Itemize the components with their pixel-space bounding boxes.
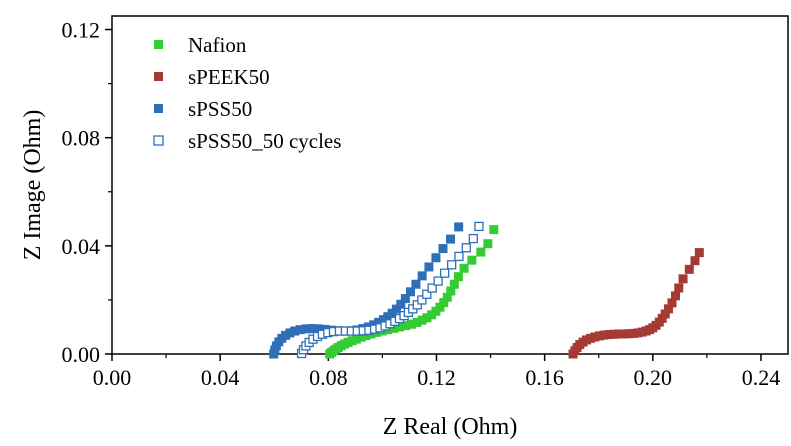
legend-marker xyxy=(154,72,163,81)
data-point xyxy=(619,329,629,339)
y-tick-label: 0.04 xyxy=(62,234,101,259)
data-point xyxy=(290,326,300,336)
data-point xyxy=(424,262,434,272)
data-point xyxy=(449,279,459,289)
data-point xyxy=(422,289,432,299)
data-point xyxy=(356,332,366,342)
data-point xyxy=(412,317,422,327)
data-point xyxy=(422,313,432,323)
data-point xyxy=(684,264,694,274)
y-tick-label: 0.08 xyxy=(62,126,101,151)
data-point xyxy=(660,309,670,319)
data-point xyxy=(431,253,441,263)
data-point xyxy=(301,324,311,334)
series-spss50-50-cycles xyxy=(296,221,484,359)
data-point xyxy=(609,329,619,339)
data-point xyxy=(295,325,305,335)
data-point xyxy=(476,247,486,257)
data-point xyxy=(468,233,478,244)
data-point xyxy=(623,329,633,339)
data-point xyxy=(401,321,411,331)
data-point xyxy=(400,294,410,304)
legend-label: Nafion xyxy=(188,33,247,57)
x-tick-label: 0.24 xyxy=(742,365,781,390)
data-point xyxy=(667,298,677,308)
series-speek50 xyxy=(568,248,704,359)
data-point xyxy=(439,298,449,308)
data-point xyxy=(483,239,493,249)
data-point xyxy=(439,268,450,278)
data-point xyxy=(411,279,421,289)
data-point xyxy=(604,330,614,340)
x-tick-label: 0.08 xyxy=(309,365,348,390)
y-tick-label: 0.12 xyxy=(62,18,101,43)
data-point xyxy=(361,331,371,341)
data-point xyxy=(628,328,638,338)
data-point xyxy=(442,292,452,302)
data-point xyxy=(417,315,427,325)
data-point xyxy=(474,221,484,232)
data-point xyxy=(678,274,688,284)
data-point xyxy=(417,271,427,281)
data-point xyxy=(314,324,324,334)
data-point xyxy=(446,234,456,244)
data-point xyxy=(595,331,605,341)
legend: Nafion sPEEK50 sPSS50 sPSS50_50 cycles xyxy=(153,33,341,153)
data-point xyxy=(489,225,499,235)
data-point xyxy=(407,319,417,329)
legend-marker xyxy=(154,40,163,49)
data-point xyxy=(599,330,609,340)
x-axis-title: Z Real (Ohm) xyxy=(383,414,518,440)
legend-marker xyxy=(154,104,163,113)
data-point xyxy=(395,322,405,332)
data-point xyxy=(461,243,471,253)
data-point xyxy=(417,295,427,305)
legend-label: sPSS50_50 cycles xyxy=(188,129,341,153)
data-point xyxy=(690,256,700,266)
data-point xyxy=(433,276,443,286)
x-tick-label: 0.20 xyxy=(634,365,673,390)
data-point xyxy=(454,222,464,232)
data-point xyxy=(406,287,416,297)
data-point xyxy=(459,263,469,273)
data-point xyxy=(446,286,456,296)
data-point xyxy=(614,329,624,339)
data-point xyxy=(391,304,401,314)
plot-frame xyxy=(111,15,789,355)
x-tick-label: 0.16 xyxy=(525,365,564,390)
data-point xyxy=(307,324,317,334)
x-axis: 0.00 0.04 0.08 0.12 0.16 0.20 0.24 xyxy=(93,354,780,390)
y-axis-title: Z Image (Ohm) xyxy=(20,110,46,261)
data-point xyxy=(590,332,600,342)
data-point xyxy=(663,304,673,314)
series-layer xyxy=(269,221,704,359)
x-tick-label: 0.04 xyxy=(201,365,240,390)
data-point xyxy=(453,272,463,282)
data-point xyxy=(374,317,384,327)
y-axis: 0.00 0.04 0.08 0.12 xyxy=(62,18,112,367)
data-point xyxy=(438,244,448,254)
data-point xyxy=(435,302,445,312)
data-point xyxy=(396,299,406,309)
data-point xyxy=(671,291,681,301)
data-point xyxy=(454,251,464,262)
data-point xyxy=(351,334,361,344)
x-tick-label: 0.12 xyxy=(417,365,456,390)
legend-label: sPSS50 xyxy=(188,97,252,121)
data-point xyxy=(285,328,295,338)
y-tick-label: 0.00 xyxy=(62,342,101,367)
data-point xyxy=(447,260,457,270)
data-point xyxy=(467,255,477,265)
data-point xyxy=(427,283,437,293)
legend-marker xyxy=(153,135,164,146)
x-tick-label: 0.00 xyxy=(93,365,132,390)
data-point xyxy=(694,248,704,258)
legend-label: sPEEK50 xyxy=(188,65,270,89)
data-point xyxy=(674,283,684,293)
